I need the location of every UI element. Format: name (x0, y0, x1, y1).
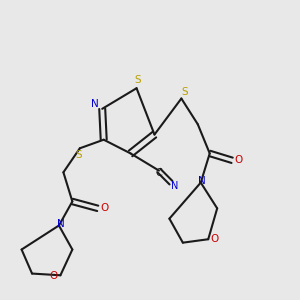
Text: S: S (182, 87, 188, 97)
Text: O: O (235, 154, 243, 165)
Text: N: N (91, 99, 99, 109)
Text: N: N (198, 176, 206, 186)
Text: O: O (50, 271, 58, 281)
Text: S: S (75, 150, 82, 160)
Text: N: N (56, 219, 64, 229)
Text: S: S (135, 75, 141, 85)
Text: O: O (211, 234, 219, 244)
Text: N: N (171, 181, 178, 191)
Text: C: C (156, 168, 162, 178)
Text: O: O (100, 203, 108, 213)
